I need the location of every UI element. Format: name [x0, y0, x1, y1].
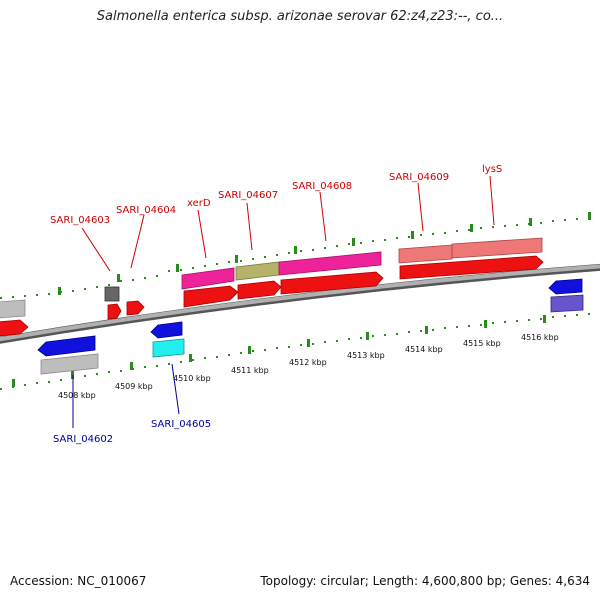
label-sari-04604[interactable]: SARI_04604: [116, 205, 176, 216]
tick-label-4515: 4515 kbp: [463, 339, 501, 348]
cds-sari-04608[interactable]: [280, 271, 384, 295]
cds-right-reverse[interactable]: [548, 278, 583, 295]
reverse-gene-labels: SARI_04602 SARI_04605: [53, 419, 211, 445]
label-sari-04602[interactable]: SARI_04602: [53, 434, 113, 445]
axis-tick-labels: 4508 kbp 4509 kbp 4510 kbp 4511 kbp 4512…: [58, 333, 559, 400]
gene-lyss[interactable]: [451, 237, 543, 259]
forward-genes: [0, 237, 544, 337]
tick-label-4513: 4513 kbp: [347, 351, 385, 360]
forward-gene-labels: SARI_04603 SARI_04604 xerD SARI_04607 SA…: [50, 164, 502, 226]
upper-tick-track: [0, 212, 591, 299]
cds-sari-04605[interactable]: [150, 321, 183, 339]
cds-partial-left[interactable]: [0, 319, 29, 337]
gene-xerd[interactable]: [181, 267, 235, 290]
tick-label-4510: 4510 kbp: [173, 374, 211, 383]
gene-sari-04605[interactable]: [152, 338, 185, 358]
cds-sari-04609-lyss[interactable]: [399, 255, 544, 280]
gene-sari-04603[interactable]: [104, 286, 120, 302]
cds-sari-04602[interactable]: [37, 335, 96, 357]
label-sari-04603[interactable]: SARI_04603: [50, 215, 110, 226]
map-title: Salmonella enterica subsp. arizonae sero…: [96, 9, 504, 24]
gene-sari-04602[interactable]: [40, 353, 99, 375]
forward-label-leaders: [81, 175, 495, 272]
tick-label-4512: 4512 kbp: [289, 358, 327, 367]
tick-label-4516: 4516 kbp: [521, 333, 559, 342]
reverse-label-leaders: [72, 363, 180, 428]
genome-summary: Topology: circular; Length: 4,600,800 bp…: [260, 574, 590, 588]
tick-label-4509: 4509 kbp: [115, 382, 153, 391]
genome-backbone: [0, 264, 600, 342]
gene-partial-grey[interactable]: [0, 299, 26, 319]
accession-label: Accession: NC_010067: [10, 574, 147, 588]
cds-xerd[interactable]: [183, 285, 239, 308]
label-lyss[interactable]: lysS: [482, 164, 502, 175]
label-xerd[interactable]: xerD: [187, 198, 211, 209]
tick-label-4508: 4508 kbp: [58, 391, 96, 400]
gene-sari-04608[interactable]: [278, 251, 382, 276]
cds-sari-04603[interactable]: [107, 303, 122, 320]
tick-label-4511: 4511 kbp: [231, 366, 269, 375]
gene-sari-04609[interactable]: [398, 244, 453, 264]
cds-sari-04604[interactable]: [126, 300, 145, 316]
label-sari-04608[interactable]: SARI_04608: [292, 181, 352, 192]
gene-sari-04607[interactable]: [235, 261, 280, 281]
reverse-genes: [37, 278, 584, 375]
label-sari-04609[interactable]: SARI_04609: [389, 172, 449, 183]
label-sari-04607[interactable]: SARI_04607: [218, 190, 278, 201]
tick-label-4514: 4514 kbp: [405, 345, 443, 354]
label-sari-04605[interactable]: SARI_04605: [151, 419, 211, 430]
cds-sari-04607[interactable]: [237, 280, 282, 300]
gene-right-reverse[interactable]: [550, 294, 584, 313]
